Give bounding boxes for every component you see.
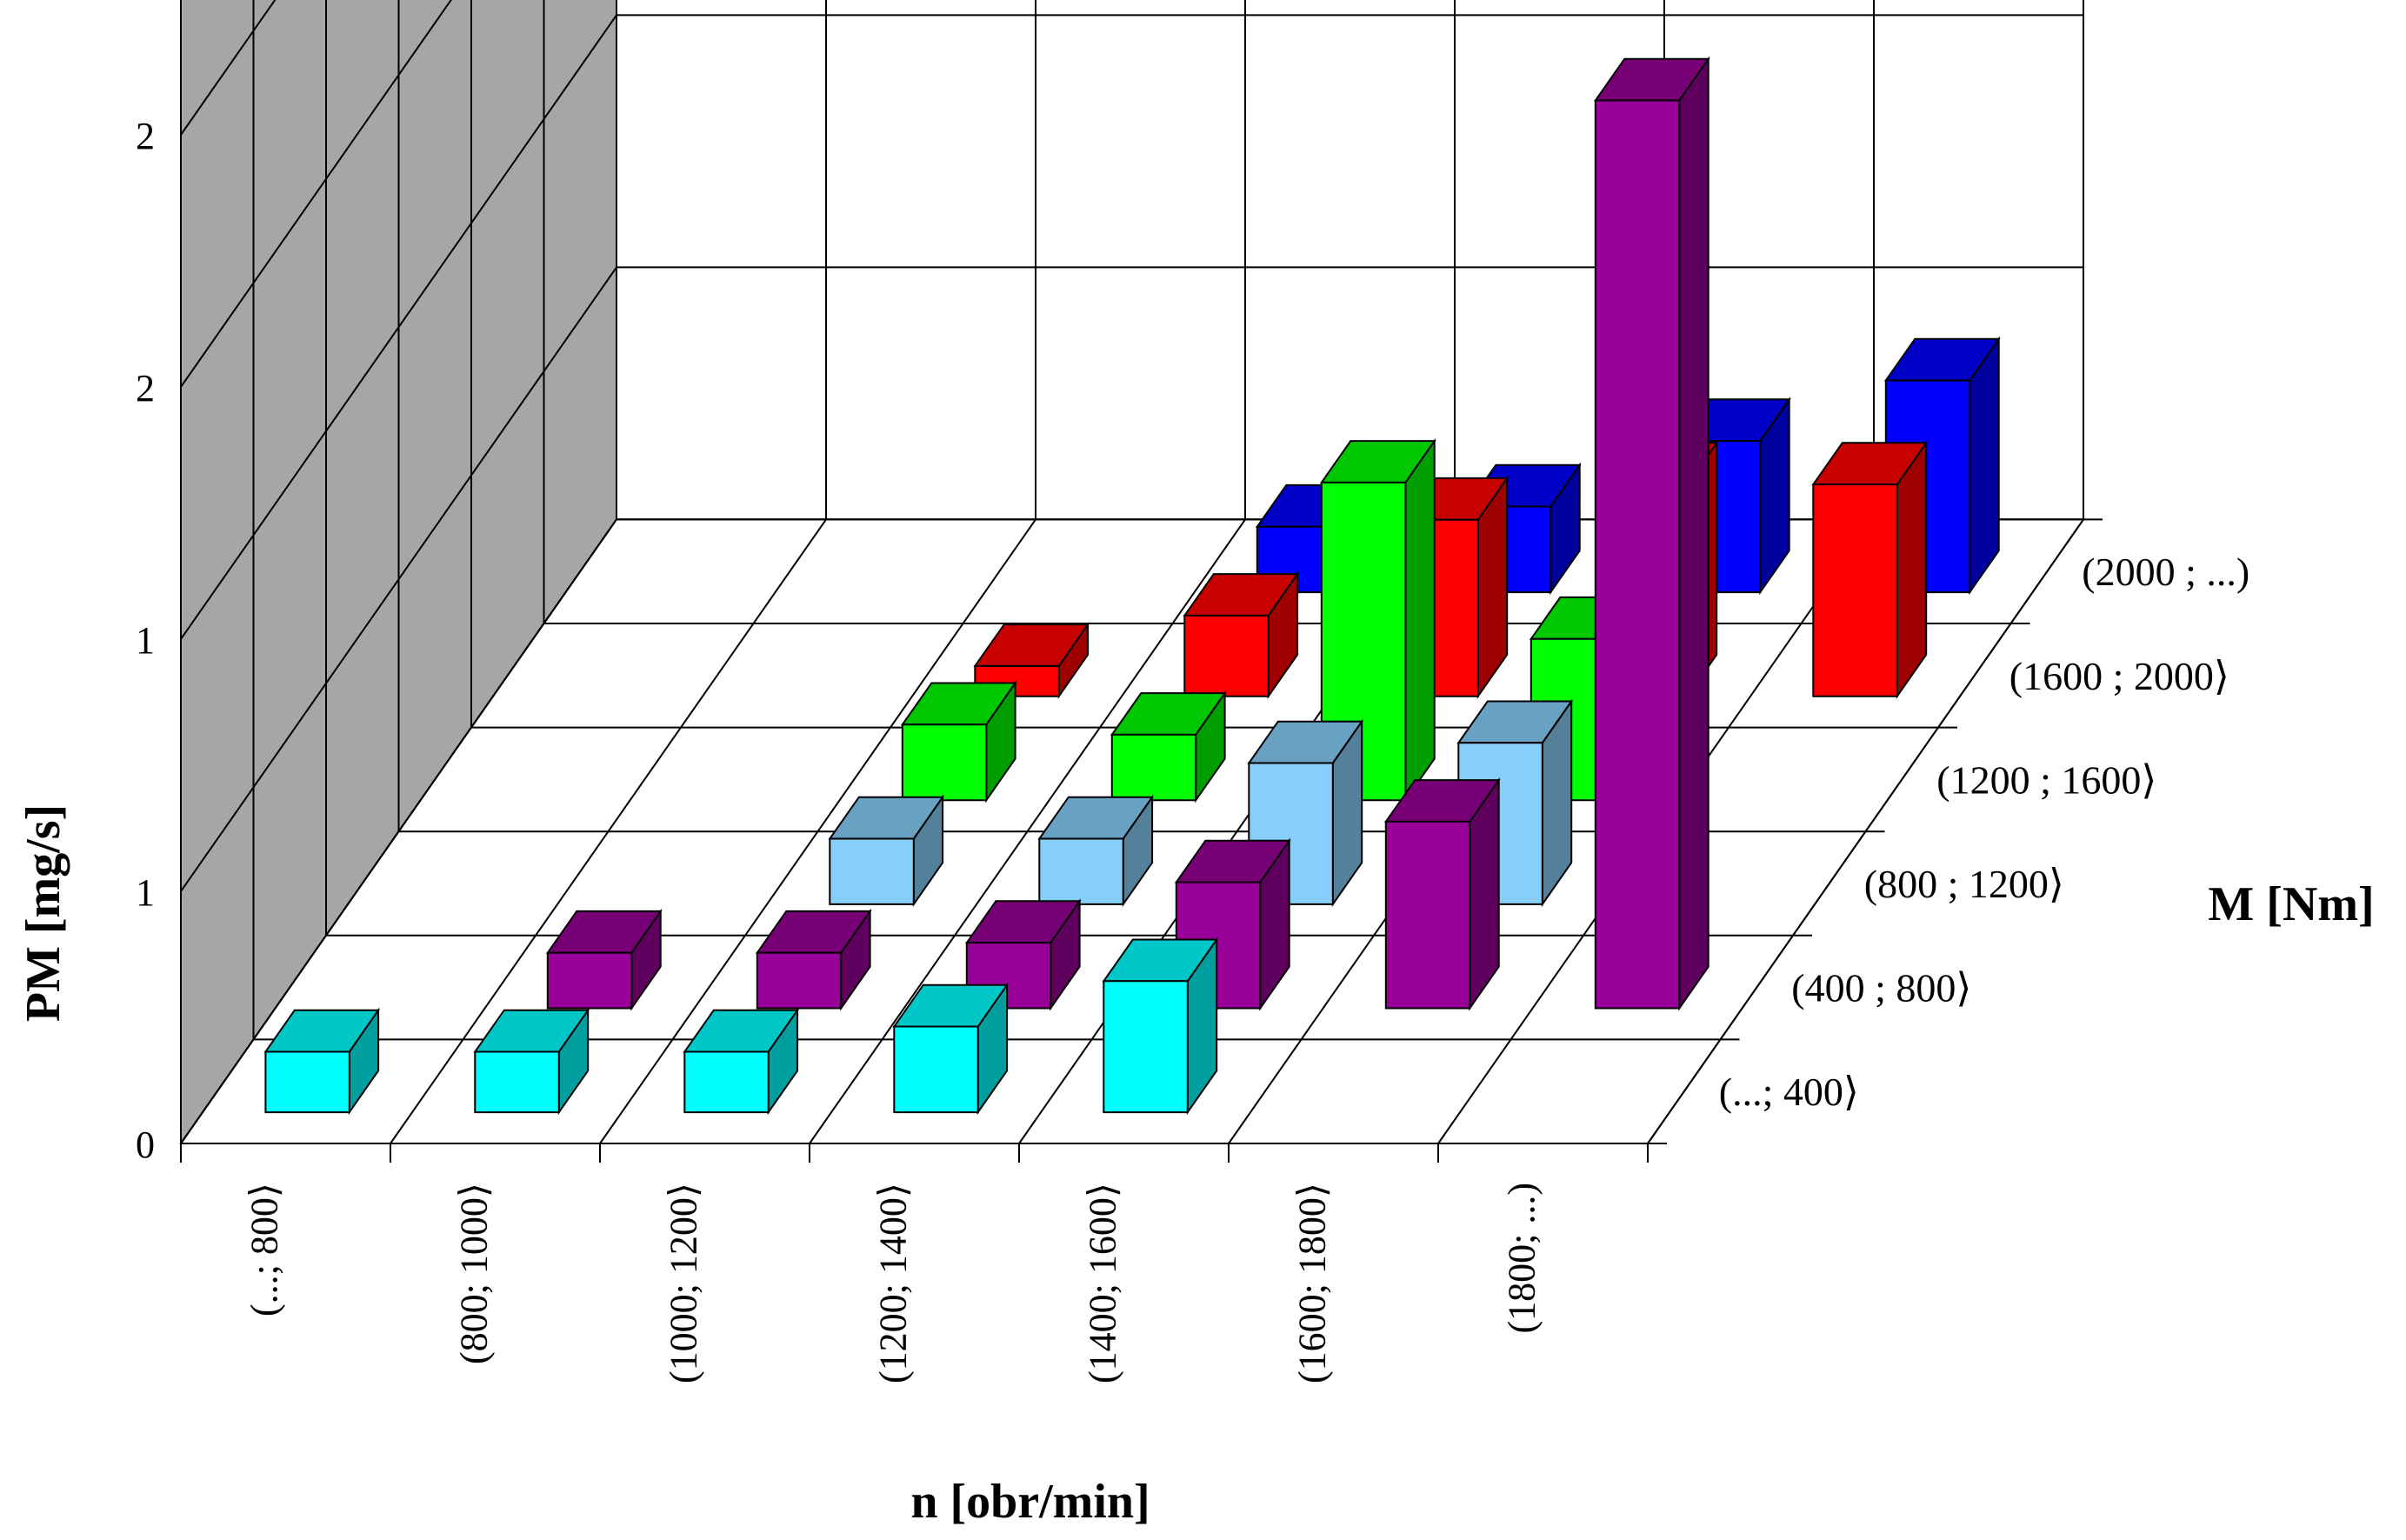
bar-1-2: [755, 908, 872, 1011]
bar-side: [1404, 437, 1436, 803]
bar-side: [1969, 336, 2000, 596]
bar-3-4: [1319, 437, 1436, 803]
bar-2-2: [828, 794, 945, 908]
chart-walls: [180, 0, 2084, 1147]
bar-2-3: [1037, 794, 1155, 908]
z-tick-label: 2: [136, 367, 155, 410]
bar-front: [264, 1050, 350, 1114]
bar-front: [474, 1050, 560, 1114]
bar-3-3: [1110, 690, 1227, 803]
bar-3-2: [900, 680, 1017, 803]
bars-group: [263, 56, 2001, 1116]
bar-front: [546, 951, 633, 1010]
y-tick-label: (800 ; 1200⟩: [1864, 862, 2064, 906]
bar-0-4: [1102, 937, 1219, 1116]
z-axis-title: PM [mg/s]: [17, 804, 70, 1022]
x-tick-label: (1400; 1600⟩: [1082, 1183, 1124, 1383]
bar-front: [901, 723, 988, 802]
floor-gridline-n: [390, 518, 827, 1144]
bar-front: [1183, 614, 1270, 697]
y-tick-label: (...; 400⟩: [1719, 1070, 1859, 1114]
bar-front: [1110, 733, 1197, 802]
x-tick-label: (800; 1000⟩: [453, 1183, 496, 1364]
bar-front: [683, 1050, 770, 1114]
bar-front: [829, 837, 915, 905]
bar-front: [756, 951, 843, 1010]
floor-gridline-n: [809, 518, 1246, 1144]
x-tick-label: (1600; 1800⟩: [1291, 1183, 1334, 1383]
x-tick-label: (1800; ...): [1501, 1183, 1543, 1334]
x-tick-label: (1000; 1200⟩: [663, 1183, 705, 1383]
bar-front: [1812, 483, 1898, 697]
y-axis-title: M [Nm]: [2208, 877, 2374, 931]
bar-1-5: [1383, 777, 1501, 1011]
bar-front: [893, 1025, 979, 1114]
x-tick-label: (1200; 1400⟩: [872, 1183, 915, 1383]
z-tick-label: 0: [136, 1123, 155, 1166]
y-tick-label: (1200 ; 1600⟩: [1936, 757, 2156, 802]
bar-4-3: [1183, 570, 1300, 699]
floor-gridline-n: [599, 518, 1036, 1144]
bar-0-2: [683, 1007, 800, 1116]
bar-front: [1103, 980, 1189, 1114]
bar-side: [1896, 440, 1928, 699]
z-tick-label: 2: [136, 115, 155, 157]
tick-labels: 0 1 1 2 2 (...; 800⟩ (800; 1000⟩ (1000; 1200⟩ (1…: [136, 115, 2249, 1383]
bar-1-1: [545, 908, 663, 1011]
bar-side: [1678, 56, 1710, 1011]
x-axis-title: n [obr/min]: [910, 1475, 1150, 1529]
y-tick-label: (2000 ; ...): [2082, 550, 2249, 594]
bar-0-1: [473, 1007, 590, 1116]
bar-front: [1594, 99, 1681, 1010]
y-tick-label: (400 ; 800⟩: [1791, 966, 1971, 1010]
bar-0-0: [263, 1007, 381, 1116]
bar-front: [1038, 837, 1124, 905]
bar-0-3: [892, 982, 1010, 1116]
z-tick-label: 1: [136, 871, 155, 914]
bar-4-6: [1811, 440, 1929, 699]
y-tick-label: (1600 ; 2000⟩: [2009, 654, 2229, 698]
z-tick-label: 1: [136, 619, 155, 662]
bar-1-6: [1593, 56, 1710, 1011]
bar-front: [1384, 820, 1471, 1010]
x-tick-label: (...; 800⟩: [243, 1183, 286, 1317]
floor-gridline-n: [180, 518, 617, 1144]
